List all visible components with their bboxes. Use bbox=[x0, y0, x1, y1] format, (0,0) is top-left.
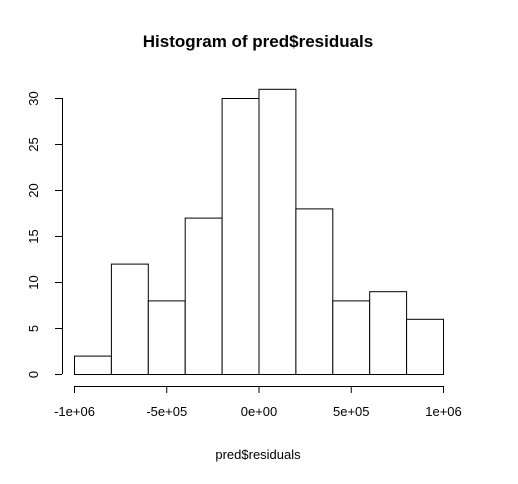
bars-group bbox=[74, 88, 445, 376]
x-tick-label: -1e+06 bbox=[54, 404, 95, 419]
x-tick-label: -5e+05 bbox=[146, 404, 187, 419]
histogram-bar bbox=[295, 208, 334, 375]
y-tick-label: 30 bbox=[26, 91, 41, 105]
x-tick-label: 5e+05 bbox=[333, 404, 370, 419]
y-tick-label: 0 bbox=[26, 371, 41, 378]
histogram-bar bbox=[332, 300, 371, 375]
x-axis-label: pred$residuals bbox=[215, 447, 301, 462]
y-axis: 0 5 10 15 20 25 30 bbox=[26, 91, 63, 378]
histogram-bar bbox=[221, 98, 260, 375]
chart-title: Histogram of pred$residuals bbox=[143, 32, 374, 51]
y-tick-label: 5 bbox=[26, 325, 41, 332]
histogram-bar bbox=[406, 318, 445, 375]
y-tick-label: 25 bbox=[26, 137, 41, 151]
histogram-bar bbox=[74, 355, 112, 376]
y-tick-label: 15 bbox=[26, 229, 41, 243]
x-tick-label: 1e+06 bbox=[425, 404, 462, 419]
histogram-bar bbox=[110, 263, 149, 376]
x-axis: -1e+06 -5e+05 0e+00 5e+05 1e+06 bbox=[54, 386, 462, 419]
histogram-bar bbox=[369, 291, 408, 376]
histogram-bar bbox=[258, 88, 297, 376]
histogram-bar bbox=[147, 300, 186, 375]
y-tick-label: 10 bbox=[26, 275, 41, 289]
x-tick-label: 0e+00 bbox=[241, 404, 278, 419]
y-tick-label: 20 bbox=[26, 183, 41, 197]
histogram-bar bbox=[184, 217, 223, 375]
